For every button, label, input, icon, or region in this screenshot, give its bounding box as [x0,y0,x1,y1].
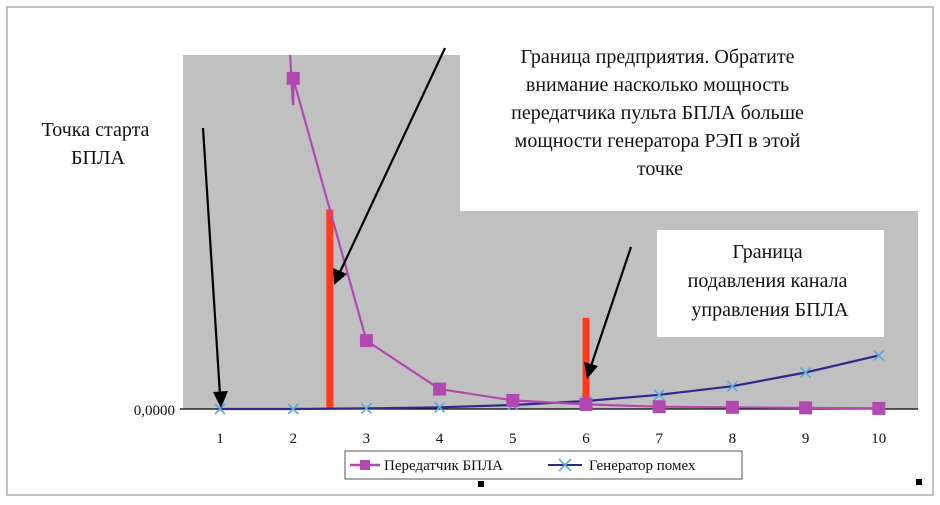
x-tick-label-4: 4 [436,431,444,447]
y-tick-label: 0,0000 [134,403,175,419]
x-tick-label-6: 6 [582,431,590,447]
x-tick-label-5: 5 [509,431,517,447]
point-transmitter-2 [286,71,300,85]
legend-box [344,450,743,480]
series-layer [214,54,886,415]
point-generator-1 [214,403,226,415]
start-arrow-head [213,391,228,408]
legend-marker-x [558,458,572,472]
x-tick-labels: 1 2 3 4 5 6 7 8 9 10 [216,431,886,447]
enterprise-callout-text: Граница предприятия. Обратите внимание н… [511,46,809,180]
enterprise-line-4: мощности генератора РЭП в этой [515,130,801,152]
x-tick-label-3: 3 [363,431,371,447]
legend-label-generator: Генератор помех [589,458,696,474]
suppression-arrow-head [584,362,598,379]
point-generator-8 [726,380,738,392]
point-transmitter-7 [652,400,666,414]
point-transmitter-6 [579,397,593,411]
point-transmitter-4 [433,382,447,396]
enterprise-line-1: Граница предприятия. Обратите [521,46,795,68]
point-generator-7 [653,389,665,401]
point-generator-4 [434,401,446,413]
point-transmitter-10 [872,401,886,415]
point-transmitter-8 [725,400,739,414]
annotation-arrows [201,47,633,408]
enterprise-arrow-head [333,268,347,285]
threshold-marker-1 [326,209,334,409]
suppression-line-2: подавления канала [688,270,848,292]
legend: Передатчик БПЛА Генератор помех [344,450,743,480]
suppression-callout-text: Граница подавления канала управления БПЛ… [688,241,853,321]
legend-marker-square [360,460,370,470]
artifact-dot-1 [478,481,484,487]
series-line-transmitter [289,54,879,410]
start-line-1: Точка старта [42,119,150,141]
point-transmitter-9 [799,401,813,415]
enterprise-arrow-line [339,47,446,273]
point-generator-10 [873,349,885,361]
suppression-arrow-line [589,246,633,367]
point-transmitter-3 [359,334,373,348]
point-generator-2 [287,403,299,415]
x-tick-label-9: 9 [802,431,810,447]
point-generator-9 [800,366,812,379]
x-tick-label-1: 1 [216,431,224,447]
enterprise-line-5: точке [637,158,683,180]
x-tick-label-10: 10 [871,431,886,447]
enterprise-line-3: передатчика пульта БПЛА больше [511,102,804,124]
x-tick-label-8: 8 [729,431,737,447]
start-line-2: БПЛА [71,147,125,169]
artifact-dot-2 [916,479,922,485]
suppression-line-3: управления БПЛА [691,299,849,321]
suppression-callout-box [657,230,884,337]
start-arrow-line [201,127,222,396]
enterprise-callout-box [460,40,920,211]
start-callout-text: Точка старта БПЛА [42,119,155,169]
x-tick-label-7: 7 [655,431,663,447]
x-tick-label-2: 2 [289,431,297,447]
enterprise-line-2: внимание насколько мощность [526,74,789,96]
legend-label-transmitter: Передатчик БПЛА [384,458,503,474]
point-transmitter-5 [506,393,520,407]
point-generator-3 [360,402,372,414]
suppression-line-1: Граница [732,241,802,263]
